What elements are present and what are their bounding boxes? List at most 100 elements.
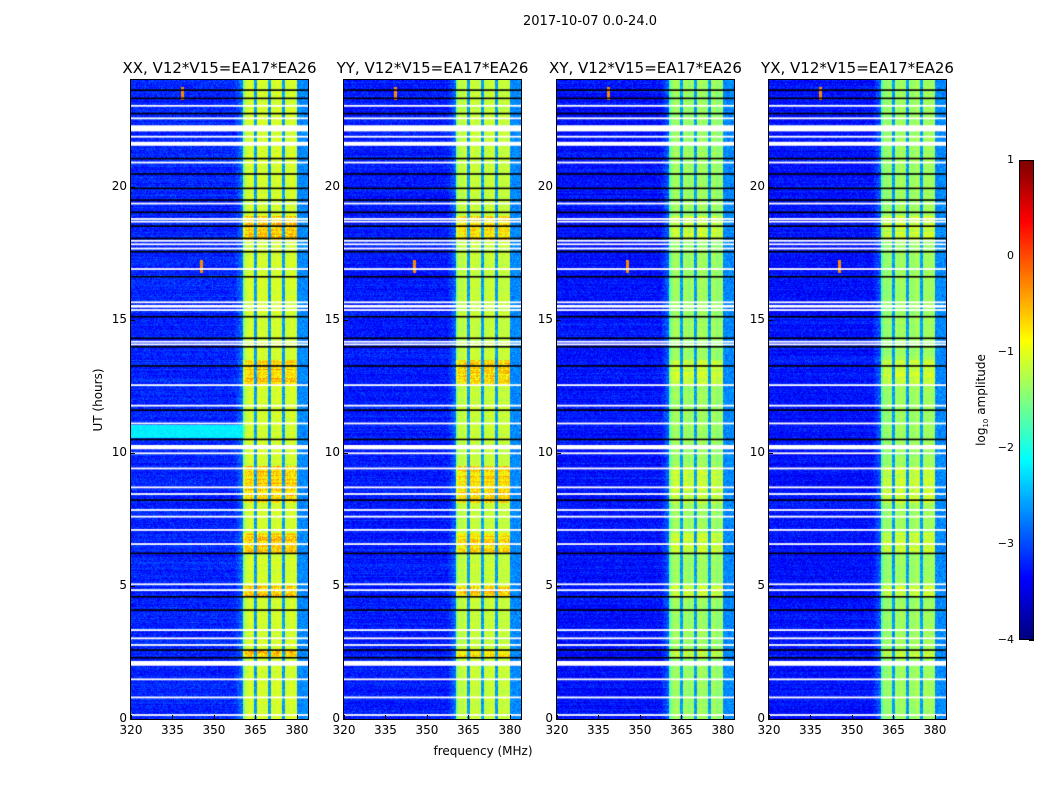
colorbar-label-log: log <box>973 427 988 446</box>
x-tick-mark <box>598 715 600 719</box>
x-tick-label: 320 <box>757 723 781 737</box>
colorbar-tick-label: −1 <box>997 345 1014 358</box>
x-tick-label: 380 <box>498 723 522 737</box>
x-tick-label: 365 <box>244 723 267 737</box>
heatmap-image <box>344 80 521 719</box>
x-tick-mark <box>131 715 132 719</box>
y-tick-label: 15 <box>324 311 340 326</box>
x-tick-mark <box>722 715 724 719</box>
y-tick-mark <box>131 186 135 188</box>
x-tick-mark <box>681 715 683 719</box>
y-tick-mark <box>344 719 348 720</box>
x-tick-label: 350 <box>202 723 226 737</box>
y-tick-label: 20 <box>749 178 765 193</box>
x-tick-mark <box>810 715 812 719</box>
colorbar-tick-label: −2 <box>997 441 1014 454</box>
y-tick-label: 20 <box>324 178 340 193</box>
colorbar-tick-label: 0 <box>1007 249 1014 262</box>
panel-title: YX, V12*V15=EA17*EA26 <box>761 59 954 77</box>
panel-title: YY, V12*V15=EA17*EA26 <box>336 59 529 77</box>
colorbar-gradient <box>1020 161 1033 639</box>
x-tick-mark <box>934 715 936 719</box>
x-tick-mark <box>851 715 853 719</box>
x-tick-label: 365 <box>670 723 693 737</box>
x-tick-mark <box>172 715 174 719</box>
colorbar-tick-label: −4 <box>997 633 1014 646</box>
y-tick-label: 15 <box>537 311 553 326</box>
x-axis-label: frequency (MHz) <box>433 744 533 758</box>
colorbar-tick-label: 1 <box>1007 153 1014 166</box>
panel-title: XX, V12*V15=EA17*EA26 <box>122 59 317 77</box>
y-tick-mark <box>131 452 135 454</box>
x-tick-label: 365 <box>882 723 905 737</box>
y-tick-mark <box>557 319 561 321</box>
x-tick-mark <box>385 715 387 719</box>
y-tick-mark <box>131 719 135 720</box>
y-tick-label: 5 <box>545 577 553 592</box>
panel-title: XY, V12*V15=EA17*EA26 <box>549 59 742 77</box>
y-tick-label: 15 <box>749 311 765 326</box>
y-tick-label: 20 <box>111 178 127 193</box>
x-tick-mark <box>296 715 298 719</box>
y-tick-mark <box>769 719 773 720</box>
y-tick-mark <box>344 452 348 454</box>
y-tick-label: 0 <box>119 711 127 725</box>
x-tick-mark <box>557 715 558 719</box>
y-tick-mark <box>557 585 561 587</box>
heatmap-panel-xy <box>556 79 735 720</box>
x-tick-mark <box>509 715 511 719</box>
x-tick-label: 335 <box>799 723 822 737</box>
y-tick-mark <box>769 186 773 188</box>
x-tick-label: 335 <box>161 723 184 737</box>
x-tick-mark <box>769 715 770 719</box>
x-tick-mark <box>893 715 895 719</box>
y-tick-label: 15 <box>111 311 127 326</box>
heatmap-image <box>557 80 734 719</box>
y-tick-mark <box>557 719 561 720</box>
y-axis-label: UT (hours) <box>91 368 105 432</box>
heatmap-image <box>131 80 308 719</box>
heatmap-image <box>769 80 946 719</box>
x-tick-mark <box>426 715 428 719</box>
x-tick-label: 380 <box>285 723 309 737</box>
heatmap-panel-yx <box>768 79 947 720</box>
y-tick-mark <box>131 319 135 321</box>
y-tick-label: 10 <box>324 444 340 459</box>
x-tick-mark <box>344 715 345 719</box>
y-tick-mark <box>557 186 561 188</box>
x-tick-label: 320 <box>545 723 569 737</box>
x-tick-mark <box>213 715 215 719</box>
y-tick-mark <box>344 585 348 587</box>
x-tick-label: 350 <box>415 723 439 737</box>
x-tick-label: 335 <box>587 723 610 737</box>
x-tick-label: 350 <box>628 723 652 737</box>
colorbar-label-sub: 10 <box>982 418 991 428</box>
heatmap-panel-yy <box>343 79 522 720</box>
y-tick-label: 10 <box>749 444 765 459</box>
y-tick-mark <box>344 186 348 188</box>
x-tick-label: 320 <box>332 723 356 737</box>
x-tick-mark <box>255 715 257 719</box>
figure-title: 2017-10-07 0.0-24.0 <box>523 14 657 29</box>
x-tick-label: 380 <box>711 723 735 737</box>
x-tick-label: 380 <box>923 723 947 737</box>
x-tick-label: 365 <box>457 723 480 737</box>
y-tick-mark <box>769 452 773 454</box>
y-tick-label: 0 <box>757 711 765 725</box>
x-tick-mark <box>639 715 641 719</box>
x-tick-label: 335 <box>374 723 397 737</box>
colorbar <box>1019 160 1034 640</box>
y-tick-label: 5 <box>119 577 127 592</box>
y-tick-label: 0 <box>545 711 553 725</box>
x-tick-label: 320 <box>119 723 143 737</box>
colorbar-tick-mark <box>1029 640 1034 641</box>
y-tick-label: 10 <box>537 444 553 459</box>
y-tick-mark <box>131 585 135 587</box>
colorbar-label-text: amplitude <box>973 354 988 419</box>
y-tick-label: 5 <box>757 577 765 592</box>
y-tick-label: 0 <box>332 711 340 725</box>
y-tick-mark <box>769 585 773 587</box>
colorbar-label: log10 amplitude <box>974 354 990 446</box>
y-tick-label: 20 <box>537 178 553 193</box>
y-tick-label: 5 <box>332 577 340 592</box>
